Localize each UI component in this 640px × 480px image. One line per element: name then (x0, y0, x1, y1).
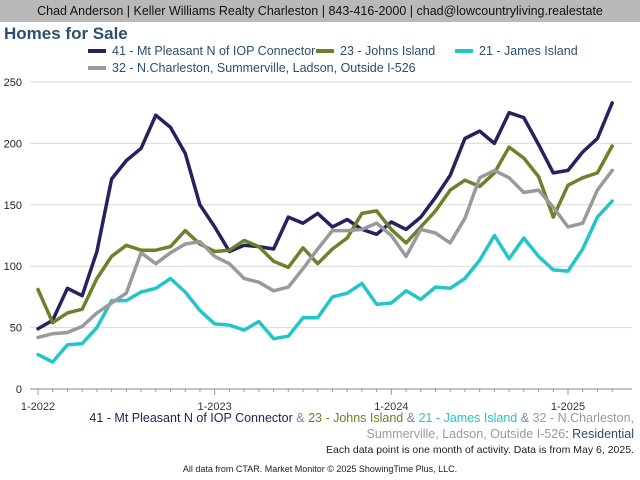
legend-swatch-series-3 (455, 49, 473, 53)
legend-swatch-series-1 (88, 49, 106, 53)
legend-swatch-series-2 (316, 49, 334, 53)
caption-separator: & (520, 411, 530, 425)
caption-series-2: 23 - Johns Island (308, 411, 404, 425)
caption-series-4: 32 - N.Charleston, Summerville, Ladson, … (366, 411, 634, 441)
header-banner: Chad Anderson | Keller Williams Realty C… (0, 0, 640, 22)
legend-item-series-3: 21 - James Island (455, 44, 578, 58)
x-tick-label: 1-2024 (374, 401, 408, 410)
y-tick-label: 100 (4, 261, 22, 273)
legend-item-series-4: 32 - N.Charleston, Summerville, Ladson, … (88, 61, 416, 75)
chart-plot-area: 0 50 100 150 200 250 1-2022 1-2023 1-2024 1-2025 (4, 77, 632, 410)
legend-label-series-3: 21 - James Island (479, 44, 578, 58)
chart-title: Homes for Sale (4, 24, 128, 43)
x-tick-label: 1-2022 (21, 401, 55, 410)
legend-label-series-4: 32 - N.Charleston, Summerville, Ladson, … (112, 61, 416, 75)
y-tick-label: 0 (16, 384, 22, 396)
series-line-2 (36, 144, 614, 325)
legend-label-series-1: 41 - Mt Pleasant N of IOP Connector (112, 44, 316, 58)
caption-suffix: : Residential (565, 427, 634, 441)
series-line-4 (36, 168, 614, 340)
y-tick-label: 150 (4, 200, 22, 212)
data-note: Each data point is one month of activity… (326, 444, 634, 456)
legend-item-series-2: 23 - Johns Island (316, 44, 435, 58)
chart-caption: 41 - Mt Pleasant N of IOP Connector & 23… (74, 410, 634, 442)
legend-item-series-1: 41 - Mt Pleasant N of IOP Connector (88, 44, 315, 58)
caption-series-1: 41 - Mt Pleasant N of IOP Connector (89, 411, 293, 425)
y-tick-label: 50 (10, 323, 22, 335)
legend-swatch-series-4 (88, 66, 106, 70)
x-tick-label: 1-2023 (198, 401, 232, 410)
series-line-1 (36, 101, 614, 331)
caption-separator: & (406, 411, 416, 425)
footer-credit: All data from CTAR. Market Monitor © 202… (182, 464, 458, 474)
y-tick-label: 250 (4, 77, 22, 89)
y-tick-label: 200 (4, 138, 22, 150)
legend-label-series-2: 23 - Johns Island (340, 44, 436, 58)
caption-series-3: 21 - James Island (418, 411, 518, 425)
x-tick-label: 1-2025 (551, 401, 585, 410)
caption-separator: & (296, 411, 305, 425)
series-line-3 (36, 199, 614, 364)
